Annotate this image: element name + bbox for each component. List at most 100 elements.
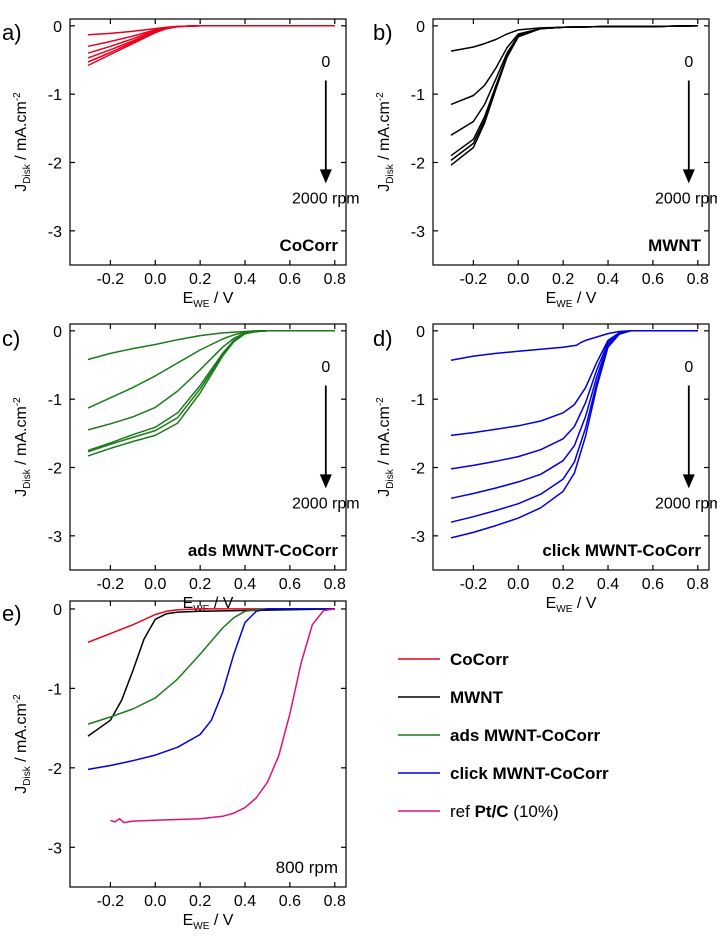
x-tick-label: 0.0 — [144, 271, 166, 288]
panel-letter: c) — [2, 326, 20, 351]
panel-letter: b) — [373, 20, 393, 45]
series-line — [87, 608, 335, 771]
y-axis-label-main: J — [13, 184, 30, 192]
y-tick-label: -1 — [48, 87, 62, 104]
y-axis-label-main: J — [13, 489, 30, 497]
series-line — [87, 25, 335, 54]
x-tick-label: -0.2 — [460, 576, 488, 593]
y-tick-label: -2 — [48, 761, 62, 778]
arrow-start-label: 0 — [321, 359, 330, 376]
sample-label: CoCorr — [279, 236, 338, 255]
series-line — [87, 608, 335, 725]
y-tick-label: -1 — [48, 681, 62, 698]
x-tick-label: 0.6 — [279, 271, 301, 288]
x-tick-label: -0.2 — [97, 893, 125, 910]
x-tick-label: 0.4 — [234, 893, 256, 910]
x-tick-label: 0.0 — [144, 893, 166, 910]
x-tick-label: 0.4 — [597, 271, 619, 288]
chart-panel-c: -0.2 0.0 0.2 0.4 0.6 0.80-1-2-3c)EWE / VJDisk… — [2, 323, 360, 615]
series-line — [87, 25, 335, 36]
rotation-arrow-head — [319, 169, 332, 184]
series-line — [110, 608, 335, 824]
y-tick-label: -3 — [411, 224, 425, 241]
x-tick-label: 0.8 — [687, 271, 709, 288]
x-axis-label: EWE / V — [546, 290, 597, 310]
x-tick-label: 0.6 — [642, 576, 664, 593]
arrow-start-label: 0 — [684, 359, 693, 376]
arrow-end-label: 2000 rpm — [655, 191, 717, 208]
x-axis-label-unit: / V — [209, 290, 233, 307]
series-line — [87, 330, 335, 457]
y-tick-label: -2 — [48, 156, 62, 173]
x-axis-label-sub: WE — [193, 921, 209, 932]
legend-label: CoCorr — [450, 650, 509, 669]
sample-label: MWNT — [648, 236, 701, 255]
x-axis-label-unit: / V — [572, 290, 596, 307]
rotation-arrow-head — [682, 474, 695, 489]
y-axis-label-unit: / mA.cm — [13, 406, 30, 469]
x-tick-label: 0.8 — [324, 271, 346, 288]
x-axis-label-unit: / V — [572, 595, 596, 612]
y-axis-label: JDisk / mA.cm-2 — [375, 92, 396, 192]
plot-frame — [69, 323, 347, 571]
y-axis-label-exp: -2 — [375, 397, 386, 406]
series-line — [450, 330, 698, 470]
x-axis-label: EWE / V — [546, 595, 597, 615]
panel-letter: e) — [2, 601, 22, 626]
x-tick-label: 0.2 — [552, 576, 574, 593]
y-axis-label: JDisk / mA.cm-2 — [375, 397, 396, 497]
y-tick-label: -1 — [48, 392, 62, 409]
x-tick-label: 0.4 — [234, 576, 256, 593]
x-axis-label-sub: WE — [556, 299, 572, 310]
x-axis-label-main: E — [546, 595, 557, 612]
x-axis-label-main: E — [546, 290, 557, 307]
x-tick-label: -0.2 — [97, 271, 125, 288]
legend-label-part: ads MWNT-CoCorr — [450, 726, 601, 745]
legend-label-part: MWNT — [450, 688, 503, 707]
arrow-end-label: 2000 rpm — [292, 496, 360, 513]
y-axis-label-unit: / mA.cm — [376, 101, 393, 164]
y-tick-label: -1 — [411, 392, 425, 409]
series-line — [450, 330, 698, 437]
y-axis-label-sub: Disk — [385, 163, 396, 183]
x-tick-label: 0.0 — [507, 576, 529, 593]
y-tick-label: -3 — [48, 529, 62, 546]
legend-label: click MWNT-CoCorr — [450, 764, 609, 783]
series-line — [450, 25, 698, 166]
y-tick-label: -3 — [48, 840, 62, 857]
y-axis-label: JDisk / mA.cm-2 — [12, 694, 33, 794]
x-tick-label: 0.2 — [189, 576, 211, 593]
x-tick-label: 0.2 — [552, 271, 574, 288]
y-axis-label-sub: Disk — [22, 163, 33, 183]
legend-label-part: Pt/C — [475, 802, 509, 821]
arrow-start-label: 0 — [684, 54, 693, 71]
y-axis-label-main: J — [376, 489, 393, 497]
x-axis-label-main: E — [183, 912, 194, 929]
y-tick-label: 0 — [53, 324, 62, 341]
y-axis-label-unit: / mA.cm — [13, 703, 30, 766]
y-tick-label: 0 — [416, 19, 425, 36]
series-line — [450, 330, 698, 539]
sample-label: ads MWNT-CoCorr — [188, 541, 339, 560]
x-axis-label-unit: / V — [209, 595, 233, 612]
y-tick-label: 0 — [53, 602, 62, 619]
x-axis-label-main: E — [183, 290, 194, 307]
x-axis-label-main: E — [183, 595, 194, 612]
legend-label-part: click MWNT-CoCorr — [450, 764, 609, 783]
rotation-arrow-head — [319, 474, 332, 489]
legend-label-part: CoCorr — [450, 650, 509, 669]
rotation-arrow-head — [682, 169, 695, 184]
legend-label: MWNT — [450, 688, 503, 707]
plot-frame — [69, 18, 347, 266]
x-axis-label: EWE / V — [183, 912, 234, 932]
y-axis-label-exp: -2 — [12, 694, 23, 703]
y-axis-label-main: J — [13, 786, 30, 794]
arrow-end-label: 2000 rpm — [655, 496, 717, 513]
series-line — [450, 25, 698, 161]
x-tick-label: 0.6 — [279, 576, 301, 593]
legend-label-part: (10%) — [509, 802, 559, 821]
chart-panel-e: -0.2 0.0 0.2 0.4 0.6 0.8 0 -1 -2 -3 e) EWE / V JDisk… — [2, 600, 347, 932]
panel-letter: d) — [373, 326, 393, 351]
y-tick-label: -2 — [48, 461, 62, 478]
